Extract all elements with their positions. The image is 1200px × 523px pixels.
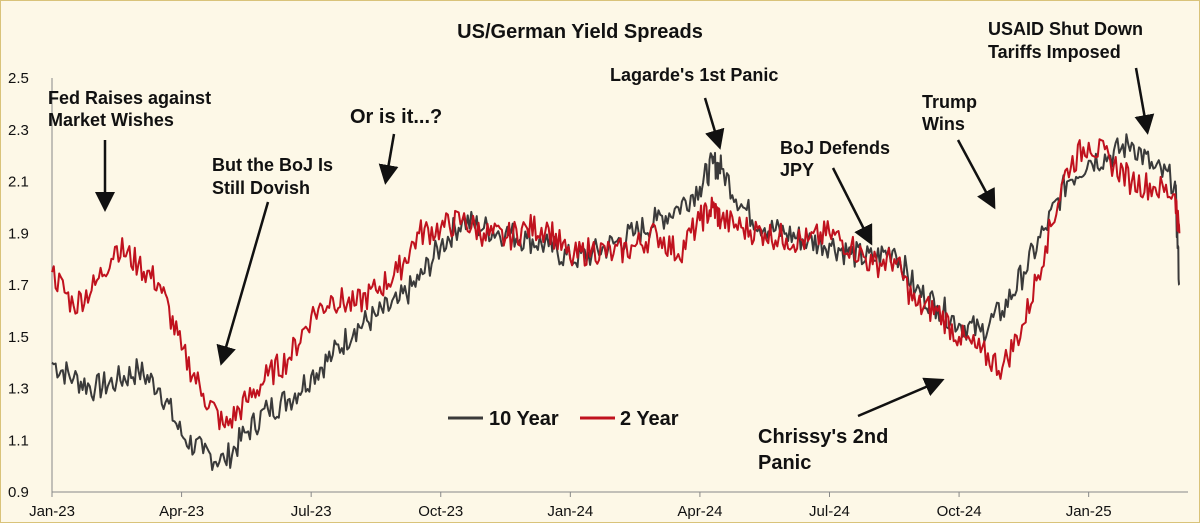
annotation-text: BoJ Defends: [780, 138, 890, 158]
legend-label-10y: 10 Year: [489, 408, 559, 430]
annotation-text: But the BoJ Is: [212, 155, 333, 175]
series-line-10-year: [51, 133, 1181, 471]
arrow-chrissy: [857, 377, 945, 418]
y-tick-label: 1.1: [8, 432, 29, 449]
annotation-text: JPY: [780, 160, 814, 180]
arrow-boj-dovish: [216, 201, 270, 366]
y-tick-label: 1.7: [8, 277, 29, 294]
annotation-text: Wins: [922, 114, 965, 134]
y-tick-label: 1.3: [8, 381, 29, 398]
arrow-trump: [956, 139, 996, 210]
legend-label-2y: 2 Year: [620, 408, 679, 430]
annotation-text: Lagarde's 1st Panic: [610, 65, 778, 85]
annotation-arrows: [95, 67, 1155, 418]
y-tick-label: 2.5: [8, 70, 29, 87]
x-tick-label: Oct-23: [418, 503, 463, 520]
axes: [51, 78, 1188, 493]
series-line-2-year: [51, 138, 1181, 431]
y-tick-label: 2.1: [8, 174, 29, 191]
annotation-chrissy: Chrissy's 2nd Panic: [758, 426, 888, 474]
annotation-usaid: USAID Shut Down Tariffs Imposed: [988, 19, 1143, 62]
annotation-boj-jpy: BoJ Defends JPY: [780, 138, 890, 180]
x-tick-labels: Jan-23 Apr-23 Jul-23 Oct-23 Jan-24 Apr-24 Jul-…: [29, 492, 1112, 520]
annotation-text: Or is it...?: [350, 106, 442, 128]
arrow-lagarde: [703, 97, 725, 150]
y-tick-label: 0.9: [8, 484, 29, 501]
y-tick-label: 2.3: [8, 122, 29, 139]
annotation-text: Trump: [922, 92, 977, 112]
y-tick-label: 1.9: [8, 225, 29, 242]
y-tick-label: 1.5: [8, 329, 29, 346]
x-tick-label: Jul-24: [809, 503, 850, 520]
arrow-usaid: [1134, 67, 1155, 135]
arrow-boj-jpy: [831, 167, 873, 246]
x-tick-label: Jul-23: [291, 503, 332, 520]
annotation-or-is-it: Or is it...?: [350, 106, 442, 128]
x-tick-label: Oct-24: [937, 503, 982, 520]
x-tick-label: Jan-24: [547, 503, 593, 520]
annotation-text: Market Wishes: [48, 110, 174, 130]
arrow-or-is-it: [378, 133, 399, 185]
x-tick-label: Jan-25: [1066, 503, 1112, 520]
annotation-text: Chrissy's 2nd: [758, 426, 888, 448]
annotation-boj-dovish: But the BoJ Is Still Dovish: [212, 155, 333, 198]
annotation-lagarde: Lagarde's 1st Panic: [610, 65, 778, 85]
annotation-text: Tariffs Imposed: [988, 42, 1121, 62]
x-tick-label: Apr-23: [159, 503, 204, 520]
series-lines: [51, 133, 1181, 471]
legend: 10 Year 2 Year: [448, 408, 679, 430]
x-tick-label: Apr-24: [677, 503, 722, 520]
chart-title: US/German Yield Spreads: [457, 21, 703, 43]
annotation-text: Panic: [758, 452, 811, 474]
x-tick-label: Jan-23: [29, 503, 75, 520]
annotation-trump: Trump Wins: [922, 92, 977, 134]
annotation-text: Fed Raises against: [48, 88, 211, 108]
annotation-text: USAID Shut Down: [988, 19, 1143, 39]
annotation-fed-raises: Fed Raises against Market Wishes: [48, 88, 211, 130]
annotation-text: Still Dovish: [212, 178, 310, 198]
y-tick-labels: 0.9 1.1 1.3 1.5 1.7 1.9 2.1 2.3 2.5: [8, 70, 29, 501]
